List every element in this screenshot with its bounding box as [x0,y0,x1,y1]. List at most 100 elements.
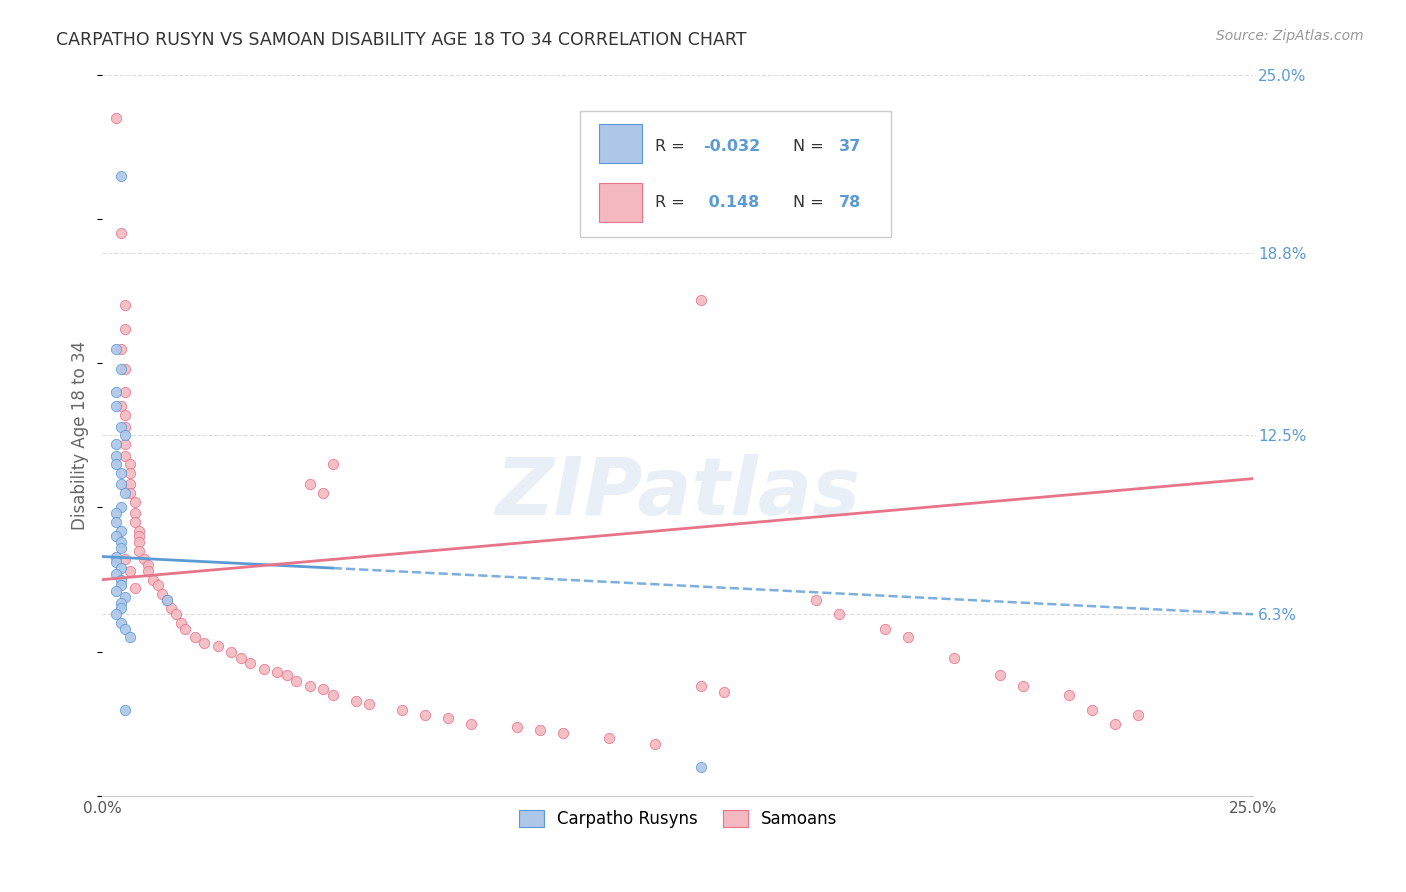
Point [551,725,574,739]
Point [114,552,136,566]
Point [506,720,529,734]
Point [114,702,136,716]
Point [105,584,128,599]
Point [160,601,183,615]
Point [156,592,179,607]
Point [221,645,243,659]
Point [174,622,197,636]
Point [114,419,136,434]
Point [312,486,335,500]
Point [146,578,169,592]
Point [943,650,966,665]
Text: R =: R = [655,195,690,211]
Point [690,680,713,694]
Point [170,615,193,630]
Point [105,437,128,451]
Point [114,384,136,399]
Point [110,362,132,376]
Point [114,298,136,312]
Text: 0.148: 0.148 [703,195,759,211]
Point [120,631,142,645]
Legend: Carpatho Rusyns, Samoans: Carpatho Rusyns, Samoans [512,803,844,835]
Point [128,529,150,543]
FancyBboxPatch shape [599,184,643,222]
Point [897,631,920,645]
Point [105,457,128,471]
Point [114,622,136,636]
Point [110,535,132,549]
Point [124,582,146,596]
Point [110,596,132,610]
Point [598,731,620,746]
Point [138,558,160,573]
Text: 37: 37 [839,139,862,154]
Point [120,457,142,471]
Point [359,697,381,711]
Point [1128,708,1150,723]
Point [644,737,666,751]
Point [1104,717,1126,731]
Y-axis label: Disability Age 18 to 34: Disability Age 18 to 34 [72,341,89,530]
Point [828,607,851,622]
Point [690,293,713,307]
Text: R =: R = [655,139,690,154]
Point [124,494,146,508]
Text: 78: 78 [839,195,862,211]
Point [110,466,132,480]
Point [114,362,136,376]
Point [105,449,128,463]
Point [110,500,132,515]
Text: Source: ZipAtlas.com: Source: ZipAtlas.com [1216,29,1364,43]
Point [1012,680,1035,694]
Text: N =: N = [793,139,830,154]
Point [110,169,132,183]
Point [1057,688,1080,702]
Point [165,607,187,622]
Point [391,702,413,716]
Point [114,449,136,463]
Point [312,682,335,697]
Point [266,665,288,679]
Point [193,636,215,650]
Point [138,564,160,578]
Point [120,486,142,500]
Point [344,694,367,708]
Point [124,506,146,520]
Point [114,590,136,604]
Point [298,477,321,491]
Point [132,552,155,566]
Point [105,515,128,529]
Point [128,524,150,538]
Point [110,524,132,538]
Point [105,566,128,581]
Point [875,622,897,636]
Point [183,631,205,645]
Point [110,615,132,630]
Point [114,408,136,422]
Point [229,650,252,665]
Point [239,657,262,671]
Point [413,708,436,723]
Point [105,384,128,399]
Point [105,400,128,414]
Text: ZIPatlas: ZIPatlas [495,454,860,532]
Point [460,717,482,731]
Text: N =: N = [793,195,830,211]
Point [276,668,298,682]
Point [114,486,136,500]
Point [110,601,132,615]
Point [436,711,458,725]
Point [120,477,142,491]
Point [110,419,132,434]
Point [105,549,128,564]
Point [298,680,321,694]
Text: -0.032: -0.032 [703,139,761,154]
Point [529,723,551,737]
Point [120,466,142,480]
Point [105,529,128,543]
Point [988,668,1011,682]
Point [207,639,229,653]
Point [322,457,344,471]
Point [105,342,128,356]
Point [114,428,136,442]
